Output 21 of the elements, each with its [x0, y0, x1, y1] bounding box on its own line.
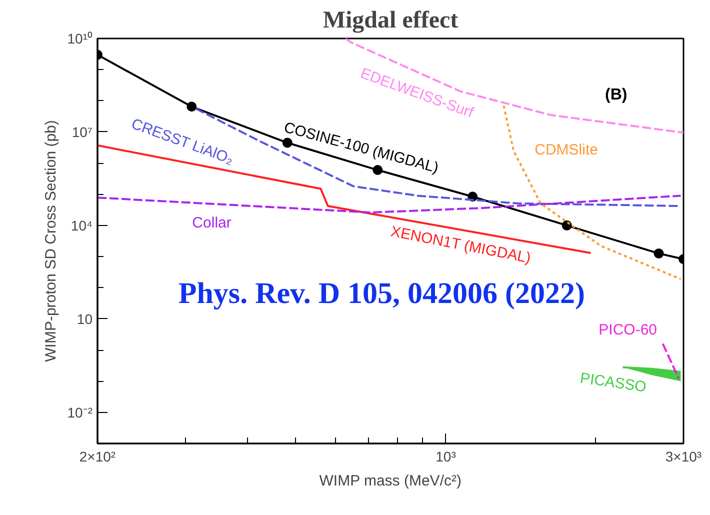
text: PICASSO: [578, 370, 648, 396]
y-axis-title: WIMP-proton SD Cross Section (pb): [42, 120, 60, 362]
annotation: Phys. Rev. D 105, 042006 (2022): [178, 277, 586, 310]
x-tick-label: 2×10²: [79, 448, 116, 464]
series-label: PICO-60: [598, 322, 658, 339]
y-tick-label: 10⁻²: [67, 404, 93, 420]
x-tick-label: 3×10³: [665, 448, 702, 464]
point: [654, 248, 664, 258]
x-tick-label: 10³: [436, 448, 456, 464]
series-label: CDMSlite: [534, 141, 598, 158]
text: XENON1T (MIGDAL): [389, 223, 532, 267]
y-tick-label: 10⁷: [72, 124, 93, 140]
series-label: Collar: [192, 214, 232, 232]
annotation: (B): [605, 86, 628, 104]
x-axis-title: WIMP mass (MeV/c²): [319, 472, 462, 490]
y-tick-label: 10¹⁰: [67, 30, 92, 46]
point: [562, 220, 572, 230]
y-tick-label: 10: [76, 310, 93, 327]
chart-title: Migdal effect: [322, 8, 458, 34]
point: [186, 102, 197, 112]
y-tick-label: 10⁴: [70, 217, 93, 234]
